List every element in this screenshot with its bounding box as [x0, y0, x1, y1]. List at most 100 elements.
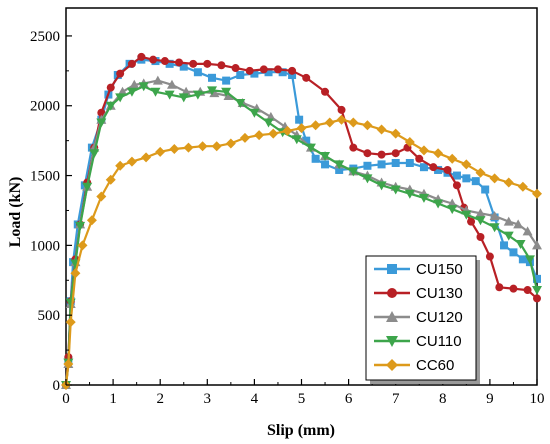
- data-point-cc60: [489, 173, 500, 184]
- x-tick-label: 2: [156, 391, 164, 407]
- data-point-cu110: [320, 152, 331, 162]
- data-point-cu150: [533, 274, 541, 283]
- series-cc60: [61, 114, 542, 390]
- data-point-cu120: [513, 219, 524, 229]
- data-point-cu150: [363, 161, 372, 170]
- data-point-cu110: [334, 160, 345, 170]
- data-point-cc60: [390, 128, 401, 139]
- data-point-cu130: [495, 283, 504, 292]
- data-point-cu110: [105, 101, 116, 111]
- x-tick-label: 4: [251, 391, 259, 407]
- x-tick-label: 0: [62, 391, 70, 407]
- data-point-cu150: [335, 165, 344, 174]
- data-point-cu150: [481, 185, 490, 194]
- data-point-cu130: [467, 217, 476, 226]
- data-point-cc60: [141, 152, 152, 163]
- data-point-cc60: [254, 130, 265, 141]
- y-tick-label: 2500: [30, 29, 60, 45]
- data-point-cc60: [65, 317, 76, 328]
- data-point-cc60: [86, 215, 97, 226]
- x-tick-label: 5: [298, 391, 306, 407]
- data-point-cu150: [295, 115, 304, 124]
- data-point-cc60: [362, 120, 373, 131]
- data-point-cu130: [415, 154, 424, 163]
- data-point-cu110: [89, 149, 100, 159]
- data-point-cu110: [532, 286, 542, 296]
- data-point-cc60: [447, 153, 458, 164]
- data-point-cu150: [452, 171, 461, 180]
- data-point-cu130: [106, 83, 115, 92]
- data-point-cc60: [376, 124, 387, 135]
- data-point-cc60: [268, 128, 279, 139]
- data-point-cu110: [126, 87, 137, 97]
- legend-label-cu150: CU150: [416, 261, 463, 278]
- legend-marker-cc60: [386, 359, 398, 371]
- x-tick-label: 9: [486, 391, 494, 407]
- x-tick-label: 1: [109, 391, 117, 407]
- data-point-cu110: [461, 210, 472, 220]
- legend-marker-cu110: [386, 336, 398, 347]
- data-point-cu120: [475, 208, 486, 218]
- data-point-cu120: [152, 75, 163, 85]
- legend: CU150 CU130 CU120 CU110 CC60: [365, 255, 480, 384]
- data-point-cu150: [509, 248, 518, 257]
- data-point-cu110: [433, 199, 444, 209]
- data-point-cc60: [461, 159, 472, 170]
- data-point-cc60: [348, 117, 359, 128]
- data-point-cu110: [150, 87, 161, 97]
- data-point-cc60: [310, 120, 321, 131]
- data-point-cc60: [418, 145, 429, 156]
- data-point-cu150: [434, 165, 443, 174]
- data-point-cu130: [217, 61, 226, 70]
- data-point-cu110: [115, 93, 126, 103]
- data-point-cu110: [404, 189, 415, 199]
- data-point-cc60: [197, 141, 208, 152]
- data-point-cu150: [311, 154, 320, 163]
- data-point-cu110: [447, 205, 458, 215]
- data-point-cu110: [291, 135, 302, 145]
- data-point-cu130: [149, 55, 158, 64]
- data-point-cu130: [116, 69, 125, 78]
- data-point-cu130: [429, 163, 438, 172]
- data-point-cu150: [278, 68, 287, 77]
- data-point-cc60: [126, 156, 137, 167]
- legend-item-cc60: CC60: [374, 357, 454, 374]
- legend-marker-cu150: [387, 264, 397, 274]
- y-tick-label: 500: [38, 308, 61, 324]
- legend-marker-cu120: [386, 311, 398, 322]
- series-layer: [61, 52, 542, 390]
- data-point-cu110: [390, 185, 401, 195]
- data-point-cu150: [405, 158, 414, 167]
- data-point-cu130: [231, 64, 240, 73]
- data-point-cu150: [419, 163, 428, 172]
- data-point-cu130: [443, 165, 452, 174]
- x-tick-label: 10: [530, 391, 545, 407]
- legend-label-cc60: CC60: [416, 357, 454, 374]
- data-point-cu150: [471, 177, 480, 186]
- data-point-cu130: [259, 65, 268, 74]
- data-point-cu150: [179, 62, 188, 71]
- data-point-cu110: [249, 108, 260, 118]
- data-point-cu110: [164, 90, 175, 100]
- data-point-cu120: [223, 90, 234, 100]
- data-point-cu150: [391, 158, 400, 167]
- data-point-cu130: [485, 252, 494, 261]
- data-point-cu150: [165, 59, 174, 68]
- data-point-cu130: [523, 286, 532, 295]
- data-point-cc60: [211, 141, 222, 152]
- data-point-cu150: [250, 69, 259, 78]
- data-point-cu150: [518, 255, 527, 264]
- data-point-cc60: [225, 138, 236, 149]
- y-tick-label: 0: [53, 378, 61, 394]
- legend-marker-cu130: [387, 288, 397, 298]
- data-point-cc60: [517, 181, 528, 192]
- data-point-cu110: [362, 174, 373, 184]
- data-point-cu110: [263, 118, 274, 128]
- data-point-cu150: [236, 71, 245, 80]
- y-axis-title: Load (kN): [7, 177, 24, 248]
- data-point-cu120: [129, 79, 140, 89]
- data-point-cu110: [376, 181, 387, 191]
- data-point-cu130: [175, 58, 184, 67]
- x-tick-label: 3: [204, 391, 212, 407]
